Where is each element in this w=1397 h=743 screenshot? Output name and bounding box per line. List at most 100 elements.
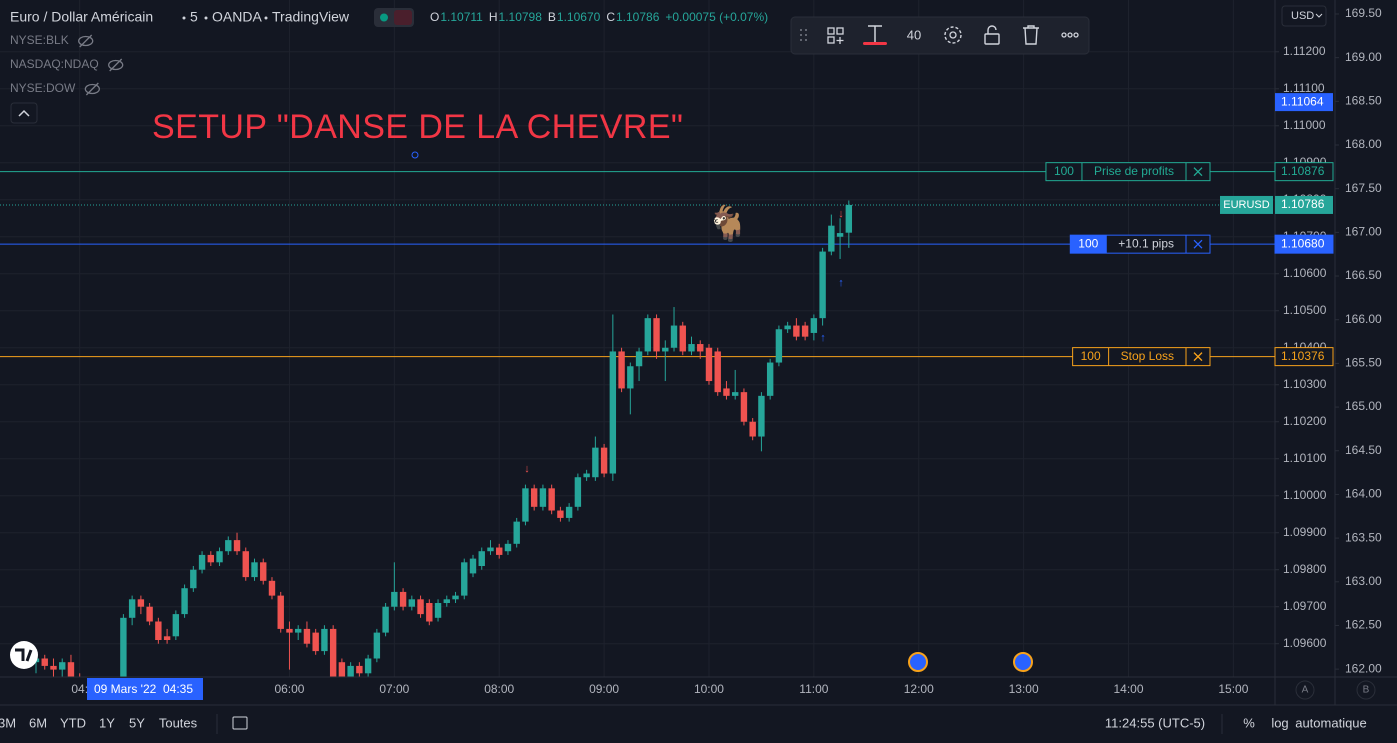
range-button[interactable]: 3M xyxy=(0,715,16,730)
footer: 11:24:55 (UTC-5) % log automatique 3M 6M Y… xyxy=(0,714,1367,734)
candle-body xyxy=(364,658,372,674)
date-range-icon[interactable] xyxy=(232,716,248,730)
candle-body xyxy=(530,488,538,507)
ohlc-value: 1.10670 xyxy=(557,10,601,24)
order-box[interactable] xyxy=(1072,347,1211,367)
x-tick-label: 04: xyxy=(71,682,88,696)
range-button[interactable]: 1Y xyxy=(99,715,115,730)
candle-body xyxy=(216,551,223,563)
order-close[interactable] xyxy=(1193,352,1203,362)
order-box[interactable] xyxy=(1045,162,1211,182)
scale-a[interactable]: A xyxy=(1302,685,1309,696)
y2-tick-label: 168.50 xyxy=(1345,94,1382,108)
hidden-eye-icon[interactable] xyxy=(108,59,124,71)
candle-body xyxy=(198,554,206,570)
settings-icon[interactable] xyxy=(944,26,962,44)
study-name[interactable]: NYSE:DOW xyxy=(10,81,76,95)
candle-body xyxy=(653,318,660,352)
range-button[interactable]: 6M xyxy=(29,715,47,730)
x-tick-label: 08:00 xyxy=(484,682,514,696)
candle-body xyxy=(627,366,634,389)
last-price-badge xyxy=(1275,195,1333,214)
ohlc-value: 1.10798 xyxy=(499,10,543,24)
range-button[interactable]: 5Y xyxy=(129,715,145,730)
scale-b[interactable]: B xyxy=(1363,685,1370,696)
candle-body xyxy=(207,554,214,563)
candle-body xyxy=(592,447,599,478)
order-quantity[interactable]: 100 xyxy=(1081,349,1101,363)
range-button[interactable]: Toutes xyxy=(159,715,198,730)
candle-body xyxy=(758,395,765,437)
candle-body xyxy=(408,599,416,607)
separator xyxy=(264,16,268,20)
last-price-label: 1.10786 xyxy=(1281,197,1325,211)
candle-body xyxy=(504,543,512,552)
scale-b-button[interactable] xyxy=(1356,680,1376,700)
delete-icon[interactable] xyxy=(1023,25,1039,45)
candle-body xyxy=(347,665,354,677)
color-swatch[interactable] xyxy=(863,42,887,45)
log-toggle[interactable]: log xyxy=(1271,715,1288,730)
candle-body xyxy=(67,662,75,677)
font-size[interactable]: 40 xyxy=(907,27,921,42)
candle-body xyxy=(819,251,826,319)
eu-event[interactable] xyxy=(1013,652,1033,672)
hidden-eye-icon[interactable] xyxy=(84,83,100,95)
order-quantity[interactable]: 100 xyxy=(1078,236,1098,250)
y-tick-label: 1.10000 xyxy=(1283,488,1327,502)
candle-body xyxy=(163,636,171,641)
hidden-eye-icon[interactable] xyxy=(78,35,94,47)
second-axis: 169.50 169.00 168.50 168.00 167.50 167.00 166.… xyxy=(1335,6,1382,675)
order-close[interactable] xyxy=(1193,167,1203,177)
candle-body xyxy=(128,599,136,618)
candle-body xyxy=(644,318,651,352)
candle-body xyxy=(268,580,276,596)
candle-body xyxy=(286,628,293,633)
setup-annotation[interactable]: SETUP "DANSE DE LA CHEVRE" xyxy=(152,108,683,146)
currency[interactable]: USD xyxy=(1291,10,1314,22)
clock[interactable]: 11:24:55 (UTC-5) xyxy=(1105,715,1205,730)
y-tick-label: 1.11000 xyxy=(1283,118,1326,132)
percent-toggle[interactable]: % xyxy=(1243,715,1255,730)
template-icon[interactable] xyxy=(827,27,844,44)
range-button[interactable]: YTD xyxy=(60,715,86,730)
order-price-label: 1.10876 xyxy=(1281,164,1325,178)
order-quantity[interactable]: 100 xyxy=(1054,164,1074,178)
ohlc-key: H xyxy=(489,10,498,24)
auto-toggle[interactable]: automatique xyxy=(1295,715,1367,730)
us-event[interactable] xyxy=(908,652,928,672)
market-open-dot xyxy=(380,13,388,22)
lock-icon[interactable] xyxy=(984,33,1000,45)
anchor-point[interactable] xyxy=(411,151,419,159)
crosshair-price-label: 1.11064 xyxy=(1281,94,1324,108)
interval[interactable]: 5 xyxy=(190,9,198,25)
symbol-name[interactable]: Euro / Dollar Américain xyxy=(10,9,153,25)
order-price-label: 1.10376 xyxy=(1281,349,1325,363)
study-name[interactable]: NASDAQ:NDAQ xyxy=(10,57,99,71)
candle-body xyxy=(172,614,180,637)
y-tick-label: 1.09700 xyxy=(1283,599,1327,613)
collapse-button[interactable] xyxy=(10,102,38,124)
candle-body xyxy=(461,562,468,596)
order-close[interactable] xyxy=(1193,239,1203,249)
eye-slash xyxy=(109,58,123,72)
order-text: +10.1 pips xyxy=(1118,236,1174,250)
candle-body xyxy=(784,325,791,330)
more-icon[interactable] xyxy=(1061,32,1079,38)
candle-body xyxy=(766,362,774,396)
header: Euro / Dollar Américain 5 OANDA TradingV… xyxy=(10,8,414,27)
ohlc-value: 1.10786 xyxy=(616,10,660,24)
change: +0.00075 (+0.07%) xyxy=(665,10,768,24)
study-name[interactable]: NYSE:BLK xyxy=(10,33,69,47)
signal-icon[interactable] xyxy=(394,10,412,25)
currency-select[interactable] xyxy=(1281,5,1327,27)
collapse-icon xyxy=(18,109,30,117)
candle-body xyxy=(50,665,57,670)
drag-handle[interactable] xyxy=(800,29,807,41)
candle-body xyxy=(635,351,643,367)
candle-body xyxy=(225,540,232,552)
candle-body xyxy=(242,551,249,578)
scale-a-button[interactable] xyxy=(1295,680,1315,700)
x-tick-label: 14:00 xyxy=(1113,682,1143,696)
